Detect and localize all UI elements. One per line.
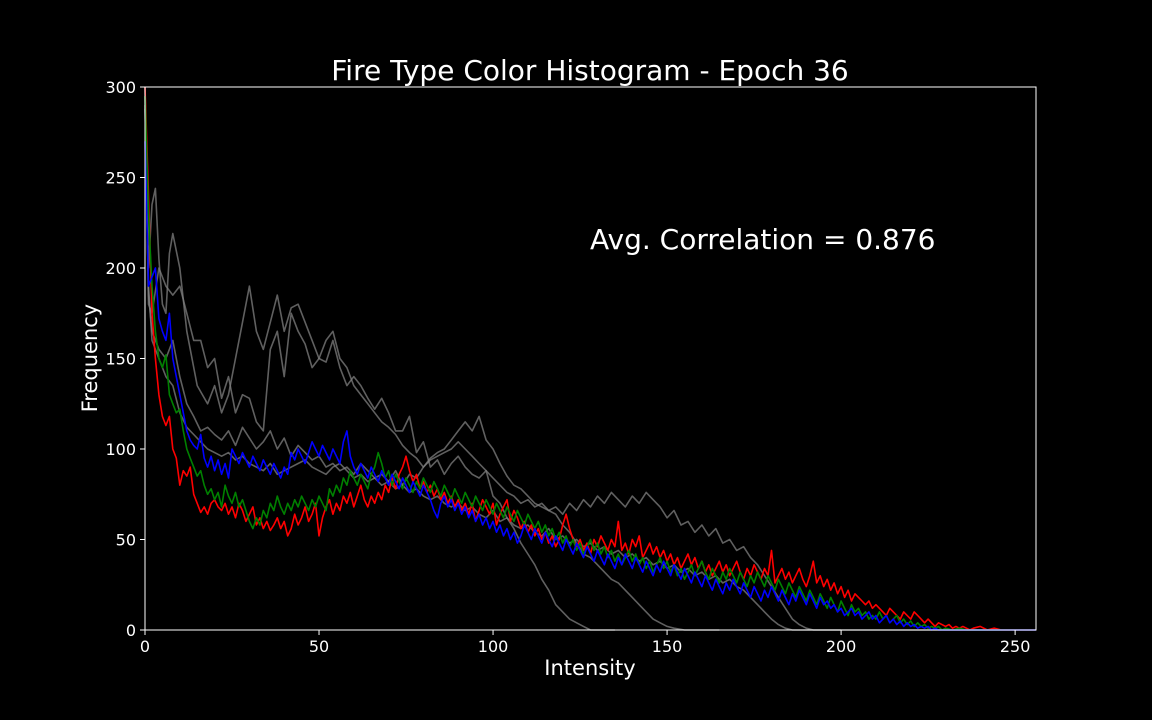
x-tick-label: 100	[478, 637, 509, 656]
y-tick-label: 150	[105, 350, 136, 369]
x-axis-ticks: 0 50 100 150 200 250	[140, 630, 1030, 656]
y-tick-label: 100	[105, 440, 136, 459]
y-tick-label: 250	[105, 169, 136, 188]
x-axis-label: Intensity	[544, 656, 635, 680]
series-line-1	[144, 96, 720, 631]
x-tick-label: 250	[1000, 637, 1031, 656]
x-tick-label: 200	[826, 637, 857, 656]
y-axis-label: Frequency	[78, 304, 102, 413]
chart-title: Fire Type Color Histogram - Epoch 36	[331, 54, 849, 87]
series-line-4	[144, 86, 1036, 631]
x-tick-label: 150	[652, 637, 683, 656]
y-tick-label: 300	[105, 78, 136, 97]
series-line-5	[144, 96, 1036, 631]
y-axis-ticks: 0 50 100 150 200 250 300	[105, 78, 145, 640]
series-layer	[144, 86, 1036, 631]
y-tick-label: 200	[105, 259, 136, 278]
series-line-0	[144, 86, 615, 631]
x-tick-label: 50	[309, 637, 329, 656]
y-tick-label: 50	[116, 531, 136, 550]
series-line-2	[144, 105, 842, 631]
series-line-6	[144, 141, 1036, 631]
y-tick-label: 0	[126, 621, 136, 640]
correlation-annotation: Avg. Correlation = 0.876	[590, 223, 935, 256]
x-tick-label: 0	[140, 637, 150, 656]
